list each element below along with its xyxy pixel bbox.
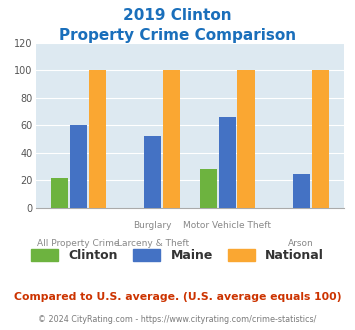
Bar [219,117,236,208]
Bar [312,70,329,208]
Text: 2019 Clinton: 2019 Clinton [123,8,232,23]
Bar [293,174,310,208]
Bar [200,169,217,208]
Bar [70,125,87,208]
Bar [51,178,68,208]
Bar [89,70,106,208]
Text: Compared to U.S. average. (U.S. average equals 100): Compared to U.S. average. (U.S. average … [14,292,341,302]
Text: Burglary: Burglary [133,221,172,230]
Bar [144,136,161,208]
Text: Larceny & Theft: Larceny & Theft [117,239,189,248]
Text: Arson: Arson [288,239,314,248]
Text: Motor Vehicle Theft: Motor Vehicle Theft [183,221,271,230]
Bar [163,70,180,208]
Bar [237,70,255,208]
Text: All Property Crime: All Property Crime [37,239,120,248]
Legend: Clinton, Maine, National: Clinton, Maine, National [27,246,328,266]
Text: © 2024 CityRating.com - https://www.cityrating.com/crime-statistics/: © 2024 CityRating.com - https://www.city… [38,315,317,324]
Text: Property Crime Comparison: Property Crime Comparison [59,28,296,43]
